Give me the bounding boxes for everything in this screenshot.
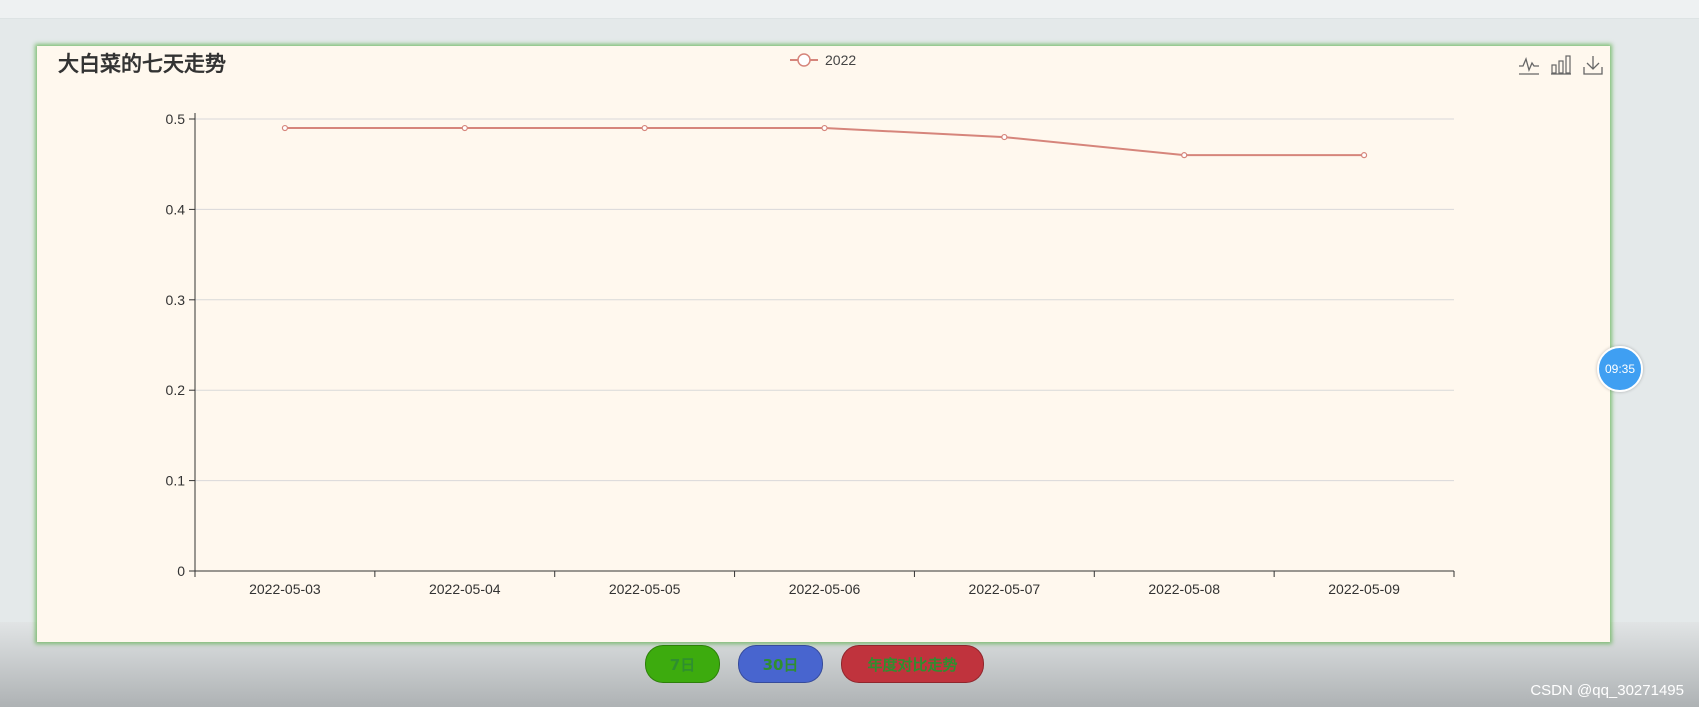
watermark: CSDN @qq_30271495 [1530, 682, 1684, 699]
line-chart: 0 0.1 0.2 0.3 0.4 0.5 2022-05-03 2022-05-04 2022… [166, 111, 1455, 597]
x-tick-label: 2022-05-04 [429, 581, 501, 597]
download-icon[interactable] [1582, 54, 1604, 76]
chart-title: 大白菜的七天走势 [58, 52, 226, 76]
y-tick-label: 0.1 [166, 473, 186, 489]
chart-toolbox [1518, 54, 1604, 76]
legend-marker [790, 53, 818, 67]
yearly-compare-button[interactable]: 年度对比走势 [841, 645, 984, 683]
legend[interactable]: 2022 [789, 50, 856, 70]
data-point [281, 124, 289, 132]
y-tick-label: 0.5 [166, 111, 186, 127]
chart-card: 大白菜的七天走势 2022 [37, 46, 1610, 642]
seven-day-button[interactable]: 7日 [645, 645, 720, 683]
data-point [461, 124, 468, 132]
data-point [1181, 152, 1188, 159]
x-tick-label: 2022-05-09 [1328, 581, 1400, 597]
x-tick-label: 2022-05-06 [789, 581, 861, 597]
y-tick-label: 0.4 [166, 201, 186, 217]
time-badge[interactable]: 09:35 [1597, 346, 1643, 392]
y-tick-label: 0.3 [166, 292, 186, 308]
top-bar [0, 0, 1699, 19]
line-chart-icon[interactable] [1518, 54, 1540, 76]
legend-label: 2022 [825, 52, 857, 68]
data-point [1360, 152, 1368, 159]
y-tick-label: 0 [177, 563, 185, 579]
bar-chart-icon[interactable] [1550, 54, 1572, 76]
y-tick-label: 0.2 [166, 382, 186, 398]
thirty-day-button[interactable]: 30日 [738, 645, 823, 683]
x-tick-label: 2022-05-03 [249, 581, 321, 597]
x-tick-label: 2022-05-05 [609, 581, 681, 597]
range-buttons: 7日 30日 年度对比走势 [0, 645, 1699, 685]
series-line [284, 127, 1365, 157]
x-tick-label: 2022-05-07 [969, 581, 1041, 597]
data-point [641, 124, 648, 132]
data-point [1001, 133, 1008, 141]
data-point [821, 124, 828, 132]
x-tick-label: 2022-05-08 [1148, 581, 1220, 597]
